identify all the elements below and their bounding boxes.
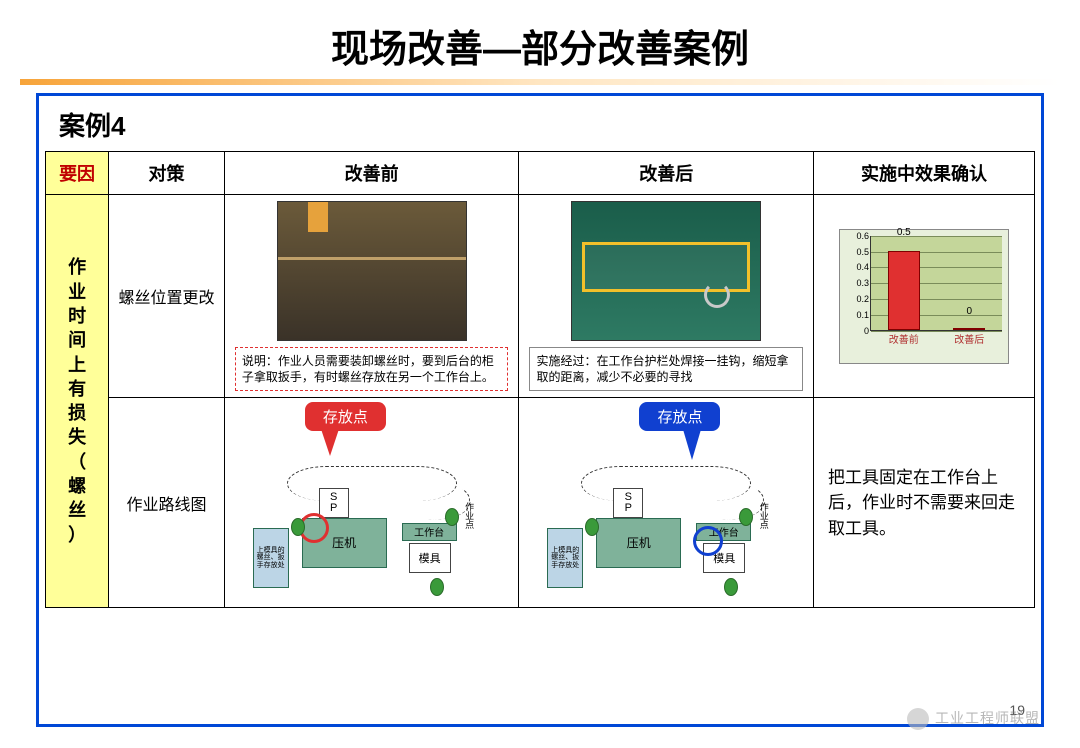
th-before: 改善前 — [224, 152, 519, 195]
photo-after — [571, 201, 761, 341]
measure-2: 作业路线图 — [109, 398, 225, 608]
callout-after: 存放点 — [639, 402, 720, 431]
measure-1: 螺丝位置更改 — [109, 195, 225, 398]
th-after: 改善后 — [519, 152, 814, 195]
case-number: 案例4 — [45, 102, 1035, 151]
effect-text: 把工具固定在工作台上后，作业时不需要来回走取工具。 — [814, 455, 1034, 552]
diagram-after: 上模具的螺丝、扳手存放处 SP 压机 工作台 模具 作业点 — [541, 458, 791, 598]
sp-block: SP — [319, 488, 349, 518]
photo-before — [277, 201, 467, 341]
title-divider — [20, 79, 1060, 85]
side-block: 上模具的螺丝、扳手存放处 — [253, 528, 289, 588]
cause-cell: 作业时间上有损失（螺丝） — [46, 195, 109, 608]
diagram-before: 上模具的螺丝、扳手存放处 SP 压机 工作台 模具 作业点 — [247, 458, 497, 598]
bench-block: 工作台 — [402, 523, 457, 541]
effect-chart: 00.10.20.30.40.50.60.5改善前0改善后 — [839, 229, 1009, 364]
page-title: 现场改善—部分改善案例 — [0, 0, 1080, 79]
effect-cell-1: 00.10.20.30.40.50.60.5改善前0改善后 — [814, 195, 1035, 398]
case-frame: 案例4 要因 对策 改善前 改善后 实施中效果确认 作业时间上有损失（螺丝） 螺… — [36, 93, 1044, 727]
after-cell-2: 存放点 上模具的螺丝、扳手存放处 SP 压机 工作台 模具 作业点 — [519, 398, 814, 608]
workpoint-label: 作业点 — [463, 503, 477, 530]
th-effect: 实施中效果确认 — [814, 152, 1035, 195]
th-measure: 对策 — [109, 152, 225, 195]
note-after: 实施经过：在工作台护栏处焊接一挂钩，缩短拿取的距离，减少不必要的寻找 — [529, 347, 803, 391]
callout-before: 存放点 — [305, 402, 386, 431]
before-cell-2: 存放点 上模具的螺丝、扳手存放处 SP 压机 工作台 模具 作业点 — [224, 398, 519, 608]
effect-cell-2: 把工具固定在工作台上后，作业时不需要来回走取工具。 — [814, 398, 1035, 608]
watermark: 工业工程师联盟 — [907, 708, 1040, 730]
case-table: 要因 对策 改善前 改善后 实施中效果确认 作业时间上有损失（螺丝） 螺丝位置更… — [45, 151, 1035, 608]
die-block: 模具 — [409, 543, 451, 573]
before-cell-1: 说明：作业人员需要装卸螺丝时，要到后台的柜子拿取扳手，有时螺丝存放在另一个工作台… — [224, 195, 519, 398]
ring-after-icon — [693, 526, 723, 556]
note-before: 说明：作业人员需要装卸螺丝时，要到后台的柜子拿取扳手，有时螺丝存放在另一个工作台… — [235, 347, 509, 391]
th-cause: 要因 — [46, 152, 109, 195]
after-cell-1: 实施经过：在工作台护栏处焊接一挂钩，缩短拿取的距离，减少不必要的寻找 — [519, 195, 814, 398]
